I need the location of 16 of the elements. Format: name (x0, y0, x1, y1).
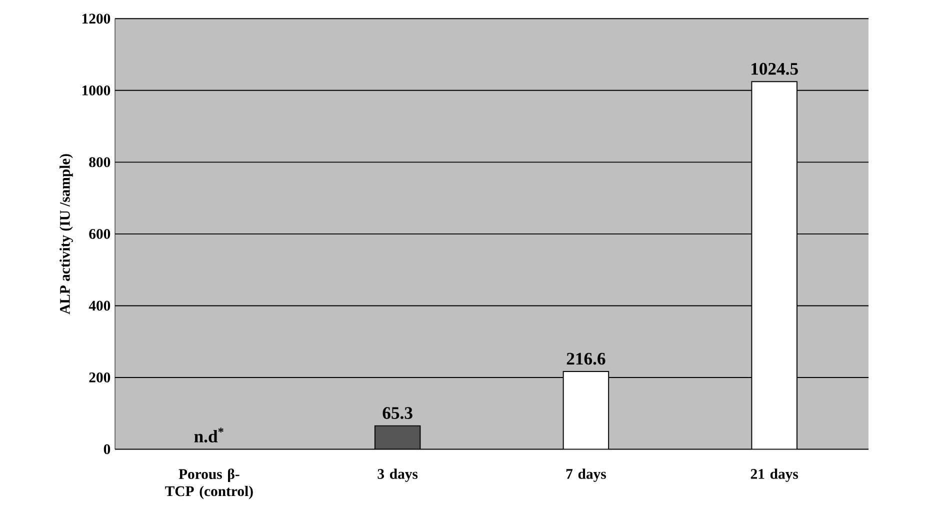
x-tick-label: 7 days (566, 468, 606, 482)
y-tick-label: 600 (89, 228, 110, 239)
y-tick-label: 1000 (82, 85, 110, 96)
data-label: 65.3 (382, 407, 412, 419)
data-label: 1024.5 (752, 62, 798, 75)
data-label: 216.6 (566, 352, 606, 365)
x-tick-label: Porous β-TCP (control) (165, 468, 253, 500)
y-tick-label: 200 (89, 372, 110, 382)
x-tick-label: 21 days (750, 468, 798, 482)
y-tick-label: 0 (104, 444, 110, 454)
y-axis-title: ALP activity (IU /sample) (60, 154, 73, 314)
y-tick-label: 400 (88, 300, 110, 311)
text: n.d$^{*}$ (194, 428, 224, 442)
y-tick-label: 1200 (82, 14, 110, 24)
x-tick-label: 3 days (378, 468, 418, 482)
y-tick-label: 800 (89, 157, 110, 168)
